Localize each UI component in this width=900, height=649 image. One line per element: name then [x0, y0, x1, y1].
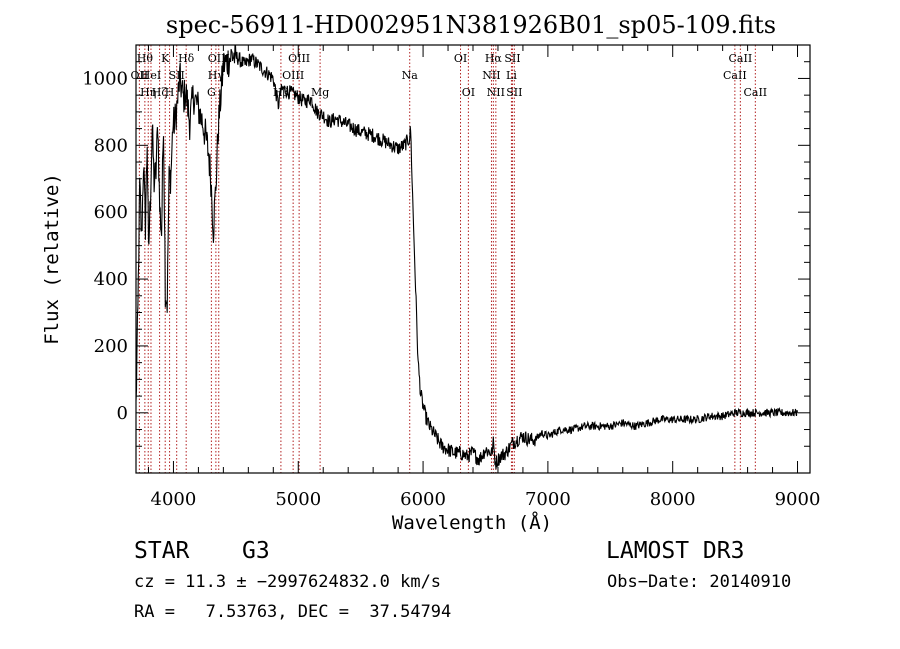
x-tick-label: 6000 — [400, 489, 446, 510]
obs-date: Obs−Date: 20140910 — [607, 572, 792, 592]
y-tick-label: 1000 — [82, 68, 128, 89]
x-tick-label: 7000 — [525, 489, 571, 510]
x-axis-label: Wavelength (Å) — [392, 511, 552, 534]
object-class: STAR — [134, 538, 190, 564]
coordinates-line: RA = 7.53763, DEC = 37.54794 — [134, 602, 452, 622]
series-layer — [135, 44, 799, 470]
x-tick-label: 8000 — [650, 489, 696, 510]
x-tick-label: 9000 — [775, 489, 821, 510]
line-marker-label: CaII — [729, 52, 753, 65]
line-marker-label: SII — [506, 86, 522, 99]
line-marker-label: SII — [169, 69, 185, 82]
line-marker-label: NII — [487, 86, 505, 99]
line-marker-label: Hθ — [137, 52, 154, 65]
line-marker-label: H — [165, 86, 175, 99]
y-tick-label: 0 — [117, 403, 128, 424]
line-marker-label: OIII — [288, 52, 310, 65]
line-marker-label: HeI — [141, 69, 161, 82]
line-marker-label: Hζ — [152, 86, 168, 99]
x-tick-label: 4000 — [151, 489, 197, 510]
line-marker-label: K — [161, 52, 170, 65]
line-marker-label: SII — [504, 52, 520, 65]
line-markers — [138, 45, 756, 473]
line-marker-label: G — [207, 86, 216, 99]
line-marker-label: NII — [482, 69, 500, 82]
y-tick-label: 800 — [94, 135, 128, 156]
line-marker-label: OI — [462, 86, 475, 99]
line-marker-label: Li — [506, 69, 517, 82]
line-marker-label: Hα — [485, 52, 503, 65]
line-marker-label: Hγ — [208, 69, 225, 82]
line-marker-label: Mg — [311, 86, 329, 99]
y-axis-ticks: 0 200 400 600 800 1000 — [82, 44, 810, 447]
y-axis-label: Flux (relative) — [41, 173, 63, 345]
chart-title: spec-56911-HD002951N381926B01_sp05-109.f… — [166, 11, 776, 39]
line-marker-label: OIII — [282, 69, 304, 82]
y-tick-label: 600 — [94, 202, 128, 223]
x-tick-label: 5000 — [275, 489, 321, 510]
y-tick-label: 400 — [94, 269, 128, 290]
series-line-flux — [135, 44, 799, 470]
object-subclass: G3 — [242, 538, 270, 564]
line-marker-label: Na — [402, 69, 419, 82]
y-tick-label: 200 — [94, 336, 128, 357]
line-marker-label: Hδ — [178, 52, 195, 65]
redshift-line: cz = 11.3 ± −2997624832.0 km/s — [134, 572, 442, 592]
line-marker-label: CaII — [743, 86, 767, 99]
line-marker-label: OI — [454, 52, 467, 65]
line-marker-label: Hη — [140, 86, 156, 99]
plot-frame — [135, 44, 811, 474]
survey-name: LAMOST DR3 — [606, 538, 745, 564]
x-axis-ticks: 4000 5000 6000 7000 8000 9000 — [147, 45, 821, 510]
line-marker-label: CaII — [723, 69, 747, 82]
